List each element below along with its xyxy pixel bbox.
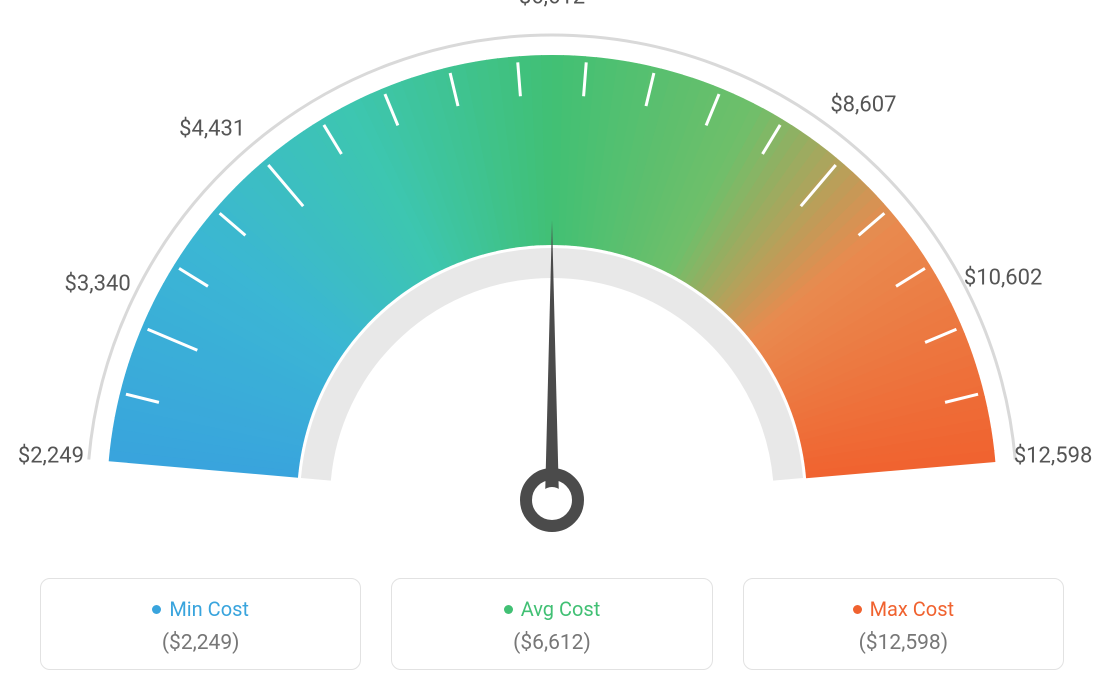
gauge-tick-label: $8,607 <box>830 92 896 117</box>
legend-row: Min Cost ($2,249) Avg Cost ($6,612) Max … <box>0 578 1104 670</box>
legend-value: ($2,249) <box>51 631 350 655</box>
legend-value: ($12,598) <box>754 631 1053 655</box>
gauge-tick-label: $4,431 <box>179 117 245 142</box>
legend-title-avg: Avg Cost <box>504 597 601 621</box>
legend-card-min: Min Cost ($2,249) <box>40 578 361 670</box>
cost-gauge: $2,249 $3,340 $4,431 $6,612 $8,607 $10,602 $12… <box>0 0 1104 540</box>
legend-title-max: Max Cost <box>853 597 955 621</box>
dot-icon <box>504 605 513 614</box>
gauge-svg <box>0 0 1104 540</box>
gauge-tick-label: $2,249 <box>18 444 84 469</box>
legend-label: Avg Cost <box>521 597 601 621</box>
legend-label: Min Cost <box>169 597 249 621</box>
gauge-tick-label: $3,340 <box>65 272 131 297</box>
legend-card-avg: Avg Cost ($6,612) <box>391 578 712 670</box>
legend-card-max: Max Cost ($12,598) <box>743 578 1064 670</box>
dot-icon <box>853 605 862 614</box>
gauge-tick-label: $10,602 <box>964 265 1043 290</box>
legend-value: ($6,612) <box>402 631 701 655</box>
legend-title-min: Min Cost <box>152 597 249 621</box>
gauge-tick-label: $6,612 <box>519 0 585 10</box>
dot-icon <box>152 605 161 614</box>
legend-label: Max Cost <box>870 597 955 621</box>
gauge-tick-label: $12,598 <box>1014 444 1093 469</box>
